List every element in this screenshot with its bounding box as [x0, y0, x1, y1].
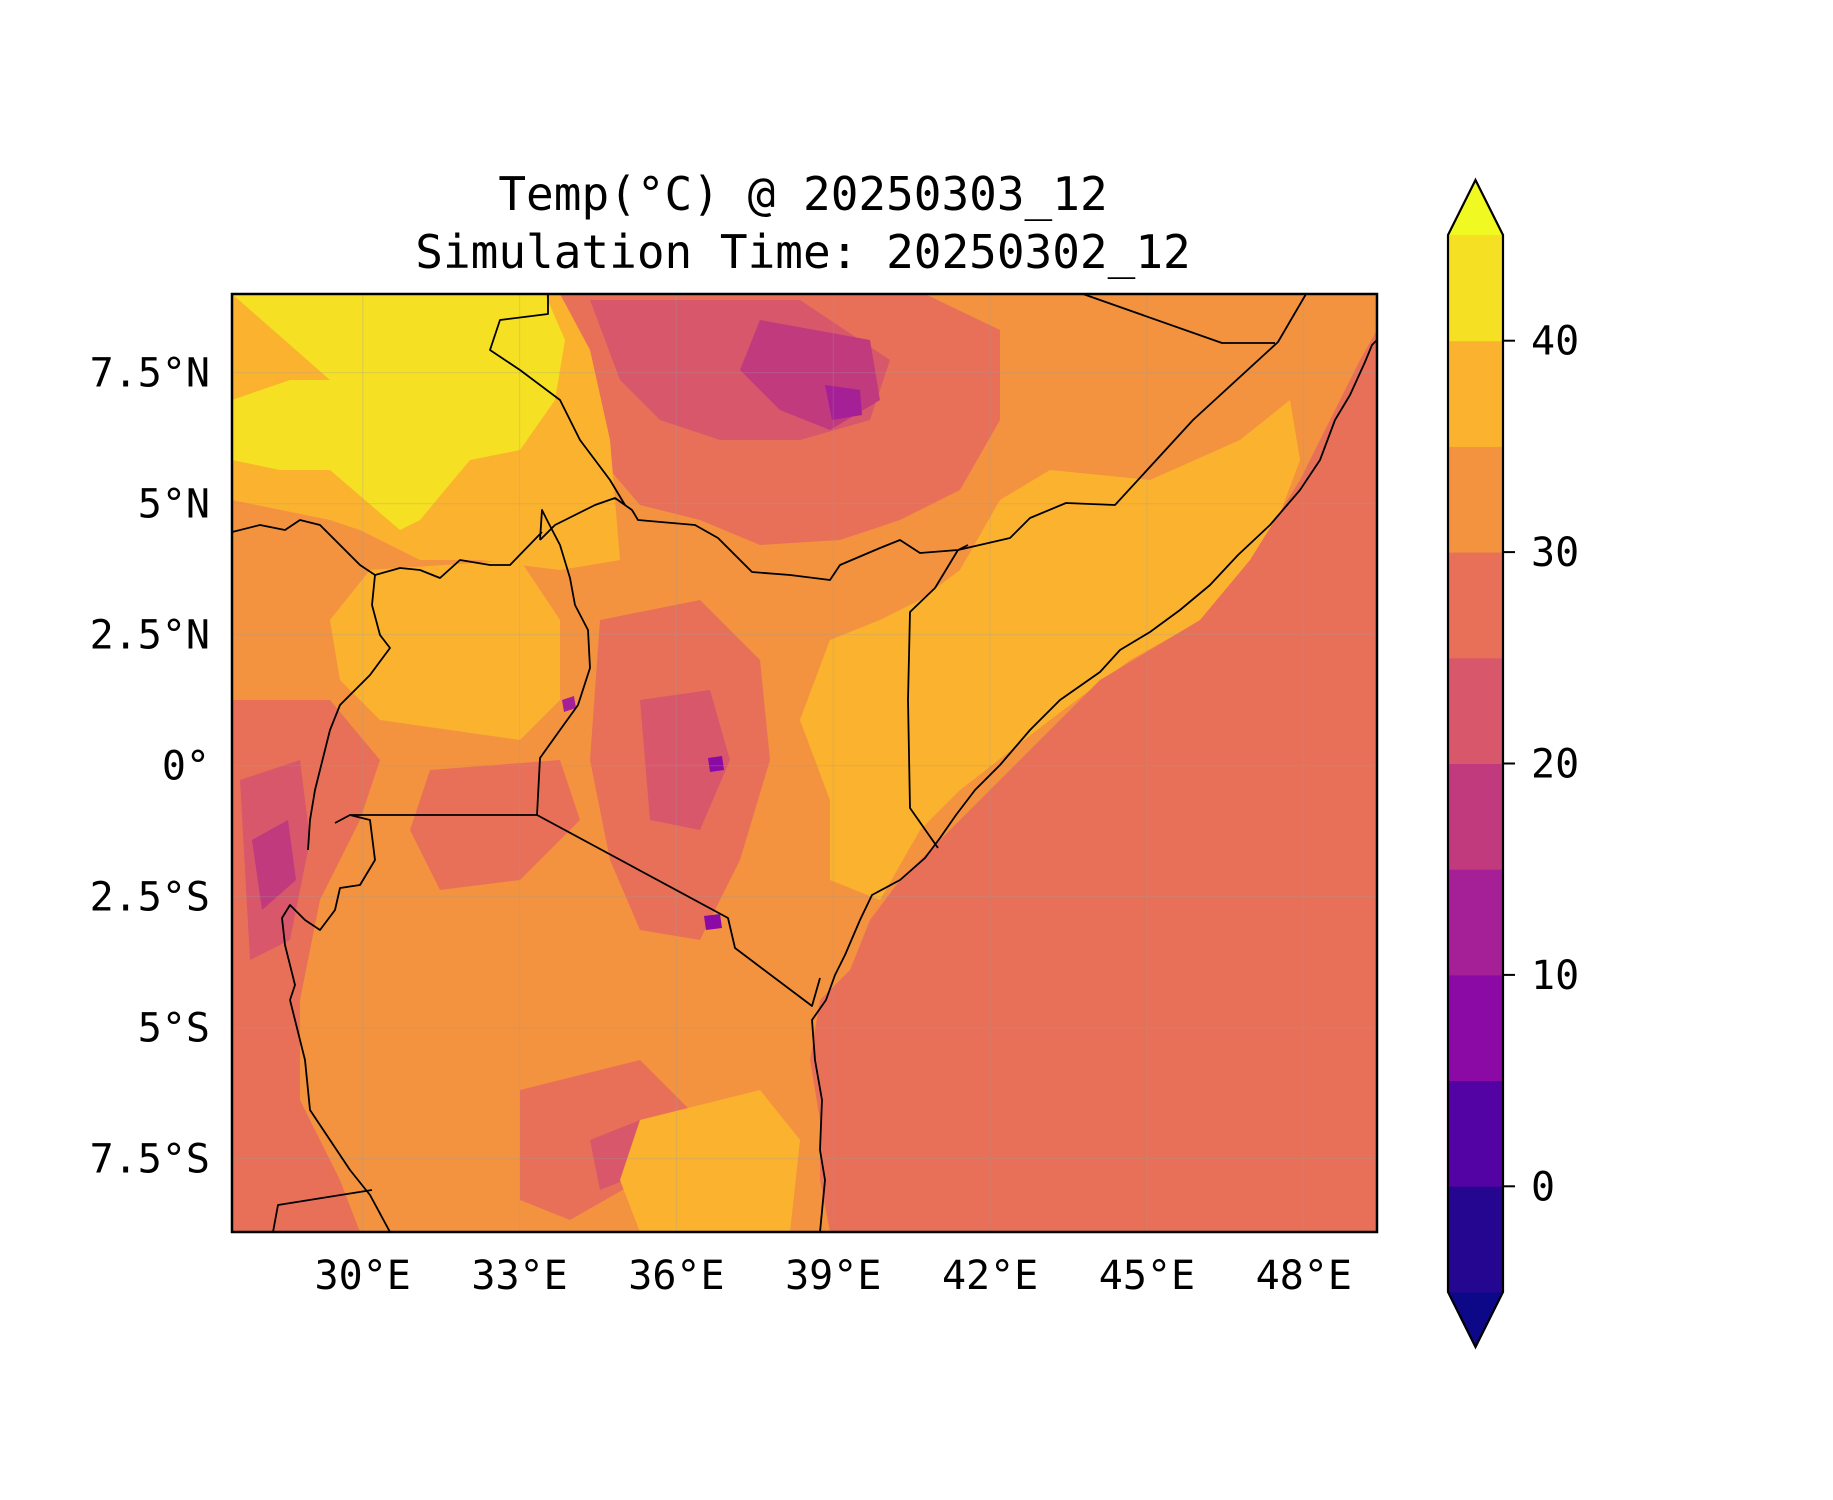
lon-tick-label: 48°E	[1256, 1253, 1352, 1299]
country-borders	[232, 294, 1377, 1232]
kenya-border-line	[536, 814, 821, 1007]
colorbar-band	[1448, 340, 1503, 447]
mount-elgon-fill	[562, 696, 576, 712]
uganda-warm-fill	[330, 560, 560, 740]
colorbar-band	[1448, 446, 1503, 553]
colorbar-band	[1448, 1186, 1503, 1293]
lon-tick-label: 30°E	[315, 1253, 411, 1299]
colorbar-band	[1448, 763, 1503, 870]
kenya-somalia-border-line	[907, 549, 959, 849]
ethiopia-kenya-border-line	[539, 497, 969, 581]
colorbar-extend-max	[1448, 180, 1503, 235]
lon-tick-label: 45°E	[1099, 1253, 1195, 1299]
colorbar-extend-min	[1448, 1292, 1503, 1347]
colorbar-band	[1448, 657, 1503, 764]
kenya-highlands-cool-fill	[640, 690, 730, 830]
colorbar-tick-label: 30	[1531, 530, 1579, 576]
lat-tick-label: 7.5°N	[90, 351, 210, 397]
lat-tick-label: 5°N	[138, 482, 210, 528]
map-title-line2: Simulation Time: 20250302_12	[415, 225, 1190, 279]
south-sudan-very-hot-fill	[232, 294, 565, 530]
colorbar-band	[1448, 974, 1503, 1082]
malawi-border-line	[272, 1189, 373, 1232]
ethiopia-somalia-border-line	[957, 294, 1307, 551]
lon-tick-label: 36°E	[628, 1253, 724, 1299]
uganda-drc-border-line	[307, 574, 391, 851]
lon-tick-label: 33°E	[471, 1253, 567, 1299]
colorbar-band	[1448, 869, 1503, 976]
kenya-uganda-border-line	[536, 509, 591, 816]
rwanda-burundi-border-line	[281, 814, 376, 1001]
lat-tick-label: 2.5°S	[90, 875, 210, 921]
coastline-line	[811, 339, 1377, 1232]
bale-mountains-fill	[825, 385, 862, 420]
map-title-line1: Temp(°C) @ 20250303_12	[498, 167, 1107, 221]
coastal-tanzania-warm-fill	[620, 1090, 800, 1232]
gridlines	[232, 294, 1377, 1232]
lon-tick-label: 42°E	[942, 1253, 1038, 1299]
lake-tanganyika-shore-line	[289, 999, 391, 1232]
colorbar-tick-label: 40	[1531, 319, 1579, 365]
lat-tick-label: 7.5°S	[90, 1137, 210, 1183]
lat-tick-label: 0°	[162, 744, 210, 790]
indian-ocean-fill	[810, 330, 1377, 1232]
ethiopia-somaliland-border-line	[1082, 294, 1275, 344]
longitude-ticks: 30°E 33°E 36°E 39°E 42°E 45°E 48°E	[315, 1253, 1352, 1299]
mount-kenya-fill	[708, 756, 724, 772]
colorbar-band	[1448, 1080, 1503, 1187]
mount-kilimanjaro-fill	[704, 914, 722, 930]
lat-tick-label: 2.5°N	[90, 613, 210, 659]
colorbar-tick-label: 0	[1531, 1164, 1555, 1210]
colorbar-ticks: 0 10 20 30 40	[1503, 319, 1579, 1210]
colorbar-tick-label: 20	[1531, 742, 1579, 788]
latitude-ticks: 7.5°N 5°N 2.5°N 0° 2.5°S 5°S 7.5°S	[90, 351, 210, 1183]
colorbar-outline	[1446, 177, 1505, 1350]
lat-tick-label: 5°S	[138, 1006, 210, 1052]
colorbar-tick-label: 10	[1531, 953, 1579, 999]
western-rift-cold-fill	[252, 820, 296, 910]
lon-tick-label: 39°E	[785, 1253, 881, 1299]
colorbar-band	[1448, 552, 1503, 659]
colorbar	[1446, 177, 1505, 1350]
colorbar-band	[1448, 235, 1503, 342]
somali-lowlands-fill	[800, 400, 1300, 900]
map-plot-area	[232, 294, 1377, 1232]
map-frame	[230, 292, 1379, 1234]
south-sudan-ethiopia-border-line	[489, 294, 626, 506]
